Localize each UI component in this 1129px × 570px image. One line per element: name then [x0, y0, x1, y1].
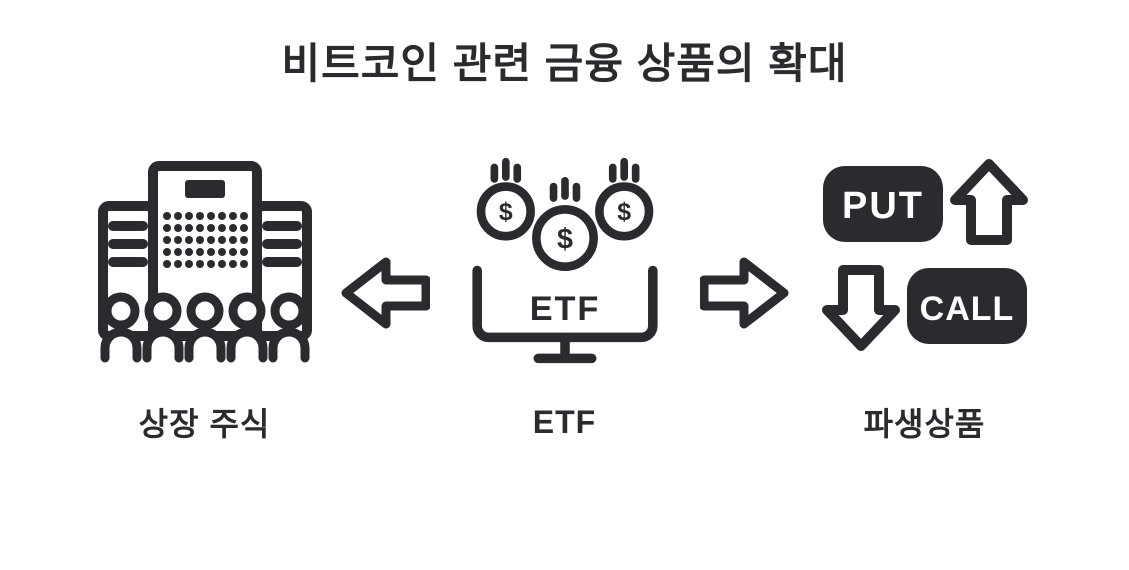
svg-text:CALL: CALL — [919, 290, 1014, 328]
page-title: 비트코인 관련 금융 상품의 확대 — [282, 30, 848, 91]
label-etf: ETF — [533, 404, 596, 441]
svg-text:$: $ — [617, 198, 631, 225]
svg-text:$: $ — [498, 198, 512, 225]
diagram-row: 상장 주식 — [0, 141, 1129, 445]
options-icon: PUT CALL — [810, 141, 1040, 371]
label-stocks: 상장 주식 — [139, 399, 271, 445]
column-etf: $ $ $ ETF ETF — [440, 146, 690, 441]
svg-text:$: $ — [557, 223, 573, 255]
column-derivatives: PUT CALL 파생상품 — [800, 141, 1050, 445]
etf-icon: $ $ $ ETF — [450, 146, 680, 376]
svg-text:PUT: PUT — [842, 185, 924, 227]
label-derivatives: 파생상품 — [864, 399, 986, 445]
svg-text:ETF: ETF — [529, 290, 600, 328]
arrow-left-icon — [340, 178, 430, 408]
arrow-right-icon — [700, 178, 790, 408]
stock-exchange-icon — [90, 141, 320, 371]
column-stocks: 상장 주식 — [80, 141, 330, 445]
